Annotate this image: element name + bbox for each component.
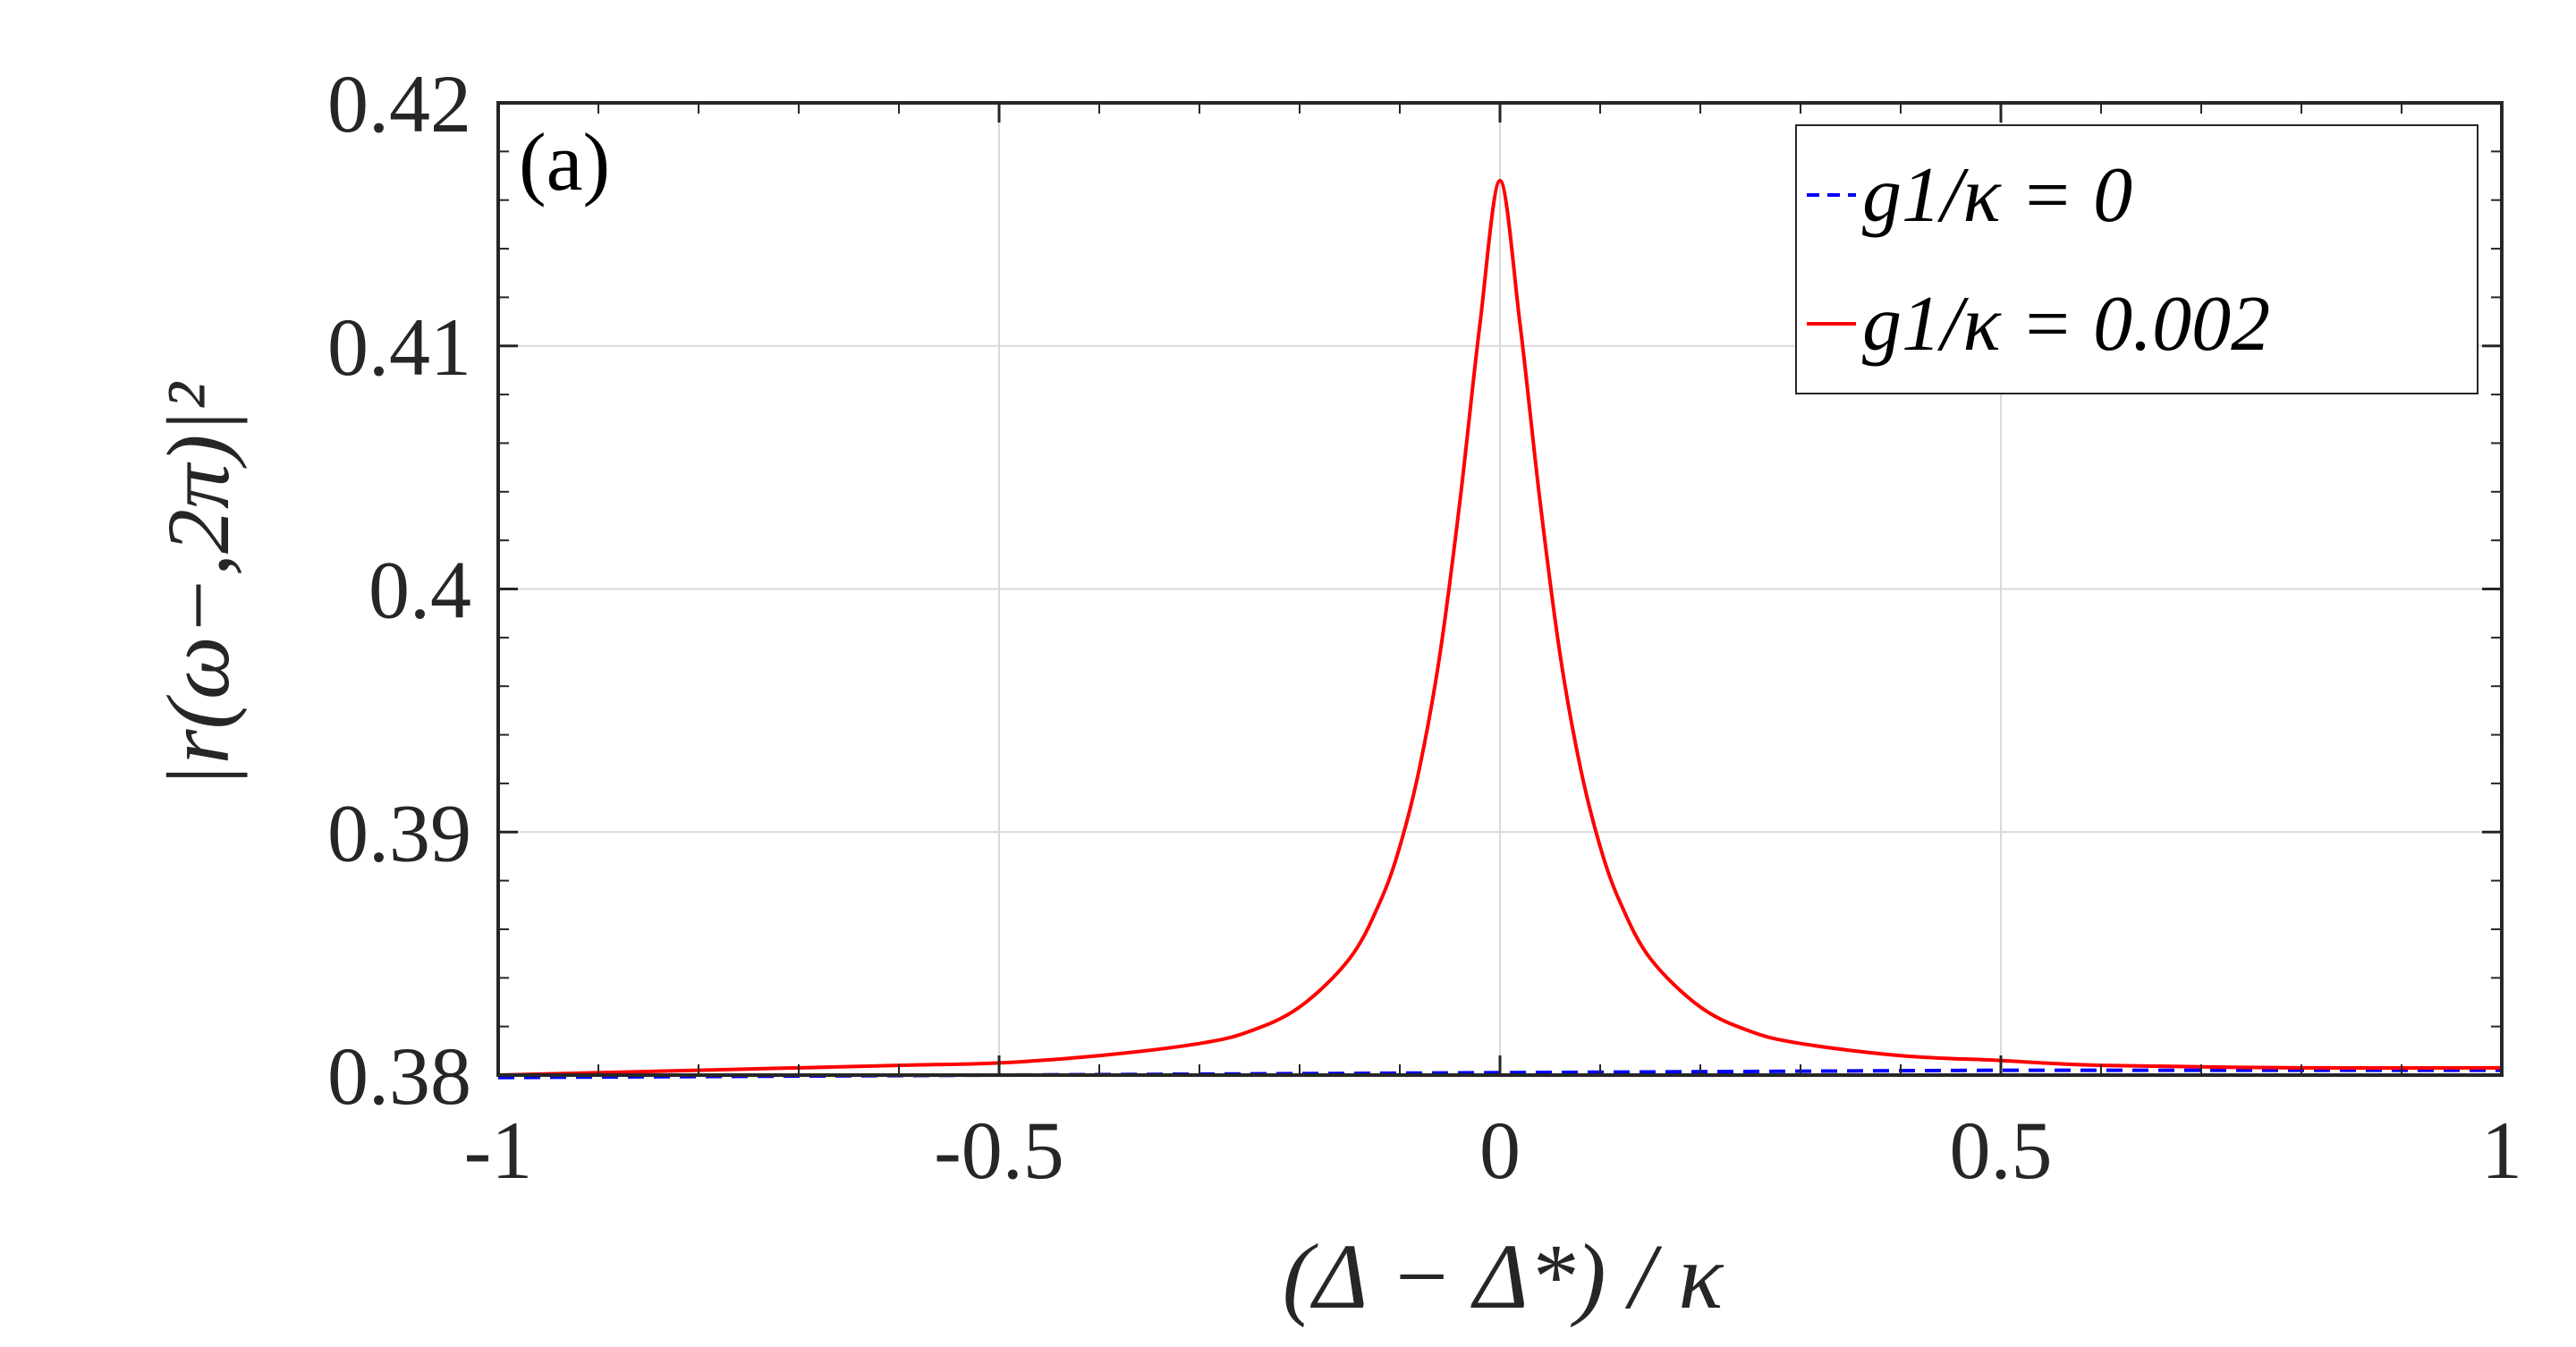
series-layer [497,178,2503,1080]
x-tick-label: 1 [2481,1105,2522,1196]
y-tick-labels: 0.38 0.39 0.4 0.41 0.42 [327,58,471,1122]
series-line-2 [497,178,2503,1077]
y-tick-label: 0.41 [327,301,471,393]
y-tick-label: 0.38 [327,1030,471,1122]
series-line-1 [497,1068,2502,1080]
x-tick-label: 0.5 [1950,1105,2053,1196]
x-tick-label: 0 [1479,1105,1521,1196]
legend: g1/κ = 0 g1/κ = 0.002 [1795,124,2479,394]
legend-entry-2: g1/κ = 0.002 [1862,281,2270,368]
y-tick-label: 0.4 [369,545,471,636]
x-tick-labels: -1 -0.5 0 0.5 1 [464,1105,2522,1196]
y-axis-label: |r(ω−,2π)|² [148,381,248,789]
legend-box [1795,124,2479,394]
x-tick-label: -0.5 [934,1105,1064,1196]
x-axis-label: (Δ − Δ*) / κ [1283,1225,1725,1328]
y-tick-label: 0.39 [327,787,471,878]
x-tick-label: -1 [464,1105,533,1196]
panel-label: (a) [519,116,610,208]
y-tick-label: 0.42 [327,58,471,149]
legend-entry-1: g1/κ = 0 [1862,152,2132,239]
axis-ticks [496,101,2504,1077]
